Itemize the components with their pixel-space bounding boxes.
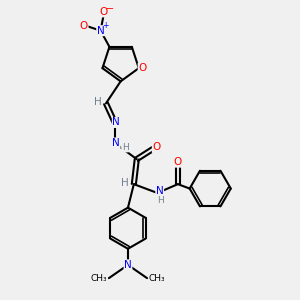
Text: N: N bbox=[97, 26, 104, 36]
Text: CH₃: CH₃ bbox=[91, 274, 107, 283]
Text: N: N bbox=[112, 118, 120, 128]
Text: O: O bbox=[99, 7, 108, 17]
Text: O: O bbox=[138, 63, 146, 73]
Text: H: H bbox=[157, 196, 164, 205]
Text: O: O bbox=[174, 157, 182, 167]
Text: N: N bbox=[156, 187, 164, 196]
Text: N: N bbox=[124, 260, 132, 270]
Text: H: H bbox=[94, 97, 102, 107]
Text: O: O bbox=[152, 142, 160, 152]
Text: CH₃: CH₃ bbox=[148, 274, 165, 283]
Text: H: H bbox=[121, 178, 129, 188]
Text: N: N bbox=[112, 138, 120, 148]
Text: +: + bbox=[102, 21, 108, 30]
Text: H: H bbox=[122, 143, 128, 152]
Text: O: O bbox=[80, 21, 88, 31]
Text: −: − bbox=[106, 4, 114, 14]
